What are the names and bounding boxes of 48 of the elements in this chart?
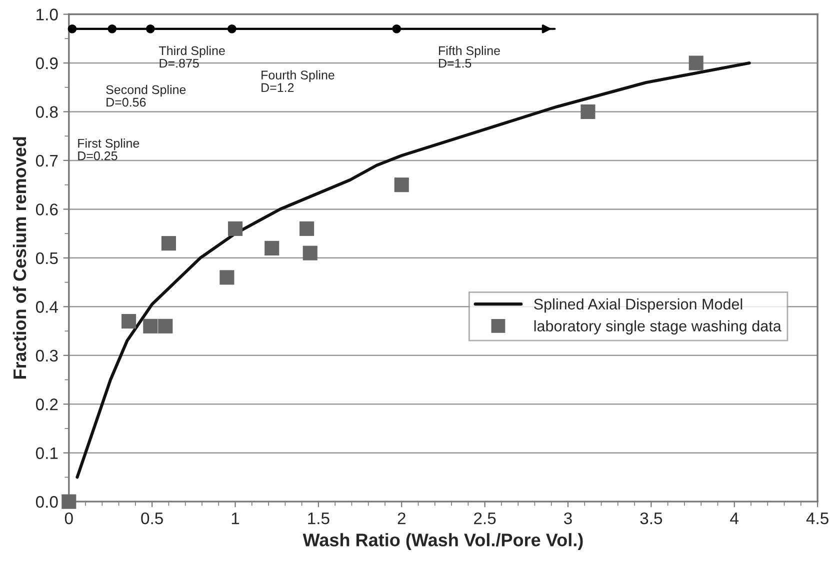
point — [228, 24, 236, 34]
annotation: Second Spline D=0.56 — [106, 84, 186, 107]
legend-label: Splined Axial Dispersion Model — [534, 298, 742, 313]
x-tick-label: 0.5 — [141, 512, 163, 524]
point — [228, 221, 243, 236]
y-tick-label: 0.9 — [36, 57, 58, 70]
point — [302, 246, 318, 260]
point — [688, 56, 704, 70]
point — [158, 318, 173, 334]
x-tick-label: 4.5 — [806, 512, 828, 524]
x-tick-label: 2.5 — [474, 512, 496, 524]
point — [122, 314, 136, 329]
y-tick-label: 1.0 — [36, 8, 58, 20]
point — [264, 240, 280, 256]
annotation: Fourth Spline D=1.2 — [262, 70, 334, 92]
y-axis-title: Fraction of Cesium removed — [12, 137, 26, 379]
x-tick-label: 1.5 — [308, 512, 330, 524]
x-tick-label: 0 — [64, 512, 73, 524]
point — [580, 104, 596, 120]
y-tick-label: 0.4 — [36, 301, 58, 313]
y-tick-label: 0.2 — [36, 398, 58, 410]
y-tick-label: 0.8 — [36, 106, 58, 118]
y-tick-label: 0.6 — [36, 204, 58, 216]
point — [392, 24, 402, 34]
point — [146, 24, 155, 34]
y-tick-label: 0.0 — [36, 496, 58, 508]
x-tick-label: 1 — [232, 512, 240, 524]
legend-label: laboratory single stage washing data — [534, 320, 782, 334]
point — [394, 178, 409, 192]
x-tick-label: 2 — [398, 512, 406, 524]
x-tick-label: 4 — [730, 512, 739, 524]
x-axis-title: Wash Ratio (Wash Vol./Pore Vol.) — [302, 533, 583, 550]
y-tick-label: 0.1 — [36, 447, 58, 460]
x-tick-label: 3 — [564, 512, 572, 524]
point — [143, 318, 158, 334]
point — [220, 270, 234, 285]
annotation: First Spline D=0.25 — [78, 138, 140, 160]
annotation: Third Spline D=.875 — [159, 46, 225, 68]
annotation: Fifth Spline D=1.5 — [439, 46, 500, 68]
point — [161, 236, 176, 251]
point — [62, 494, 76, 509]
point — [300, 221, 314, 236]
y-tick-label: 0.3 — [36, 350, 58, 362]
y-tick-label: 0.7 — [36, 154, 58, 167]
point — [68, 24, 77, 34]
y-tick-label: 0.5 — [36, 252, 58, 264]
x-tick-label: 3.5 — [640, 512, 662, 524]
point — [108, 24, 117, 34]
